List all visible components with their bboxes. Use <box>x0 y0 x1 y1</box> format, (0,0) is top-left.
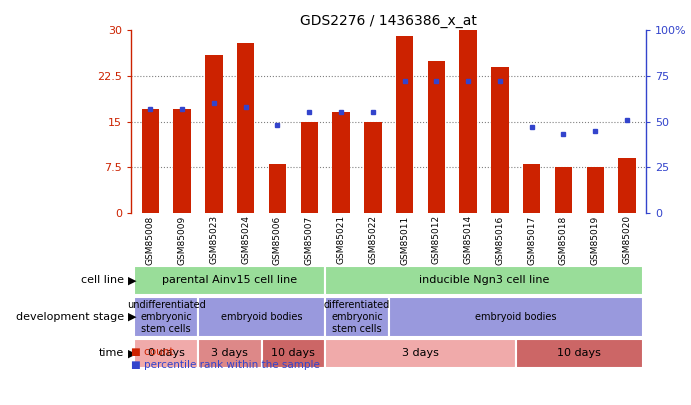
Text: 10 days: 10 days <box>272 348 315 358</box>
Text: GSM85007: GSM85007 <box>305 215 314 264</box>
Bar <box>618 158 636 213</box>
Bar <box>269 164 286 213</box>
Text: GSM85023: GSM85023 <box>209 215 218 264</box>
Text: GSM85017: GSM85017 <box>527 215 536 264</box>
Bar <box>135 266 325 295</box>
Text: 3 days: 3 days <box>211 348 248 358</box>
Text: GSM85022: GSM85022 <box>368 215 377 264</box>
Text: 10 days: 10 days <box>558 348 601 358</box>
Bar <box>523 164 540 213</box>
Bar <box>388 296 643 337</box>
Text: GSM85019: GSM85019 <box>591 215 600 264</box>
Text: ■ count: ■ count <box>131 347 174 357</box>
Bar <box>262 339 325 368</box>
Text: GSM85008: GSM85008 <box>146 215 155 264</box>
Bar <box>325 296 388 337</box>
Text: GSM85006: GSM85006 <box>273 215 282 264</box>
Text: 3 days: 3 days <box>402 348 439 358</box>
Text: GSM85018: GSM85018 <box>559 215 568 264</box>
Bar <box>428 61 445 213</box>
Bar <box>325 266 643 295</box>
Text: ▶: ▶ <box>128 348 136 358</box>
Text: parental Ainv15 cell line: parental Ainv15 cell line <box>162 275 297 286</box>
Bar <box>364 122 381 213</box>
Text: GSM85020: GSM85020 <box>623 215 632 264</box>
Bar <box>491 67 509 213</box>
Text: embryoid bodies: embryoid bodies <box>475 312 556 322</box>
Text: ▶: ▶ <box>128 275 136 286</box>
Bar <box>237 43 254 213</box>
Title: GDS2276 / 1436386_x_at: GDS2276 / 1436386_x_at <box>301 14 477 28</box>
Text: inducible Ngn3 cell line: inducible Ngn3 cell line <box>419 275 549 286</box>
Text: GSM85014: GSM85014 <box>464 215 473 264</box>
Bar <box>173 109 191 213</box>
Text: GSM85009: GSM85009 <box>178 215 187 264</box>
Text: differentiated
embryonic
stem cells: differentiated embryonic stem cells <box>324 301 390 333</box>
Bar <box>135 296 198 337</box>
Text: 0 days: 0 days <box>148 348 184 358</box>
Text: ■ percentile rank within the sample: ■ percentile rank within the sample <box>131 360 320 369</box>
Bar <box>142 109 159 213</box>
Bar <box>325 339 515 368</box>
Text: GSM85011: GSM85011 <box>400 215 409 264</box>
Text: development stage: development stage <box>17 312 124 322</box>
Bar <box>332 112 350 213</box>
Text: GSM85012: GSM85012 <box>432 215 441 264</box>
Bar <box>205 55 223 213</box>
Text: cell line: cell line <box>82 275 124 286</box>
Bar <box>515 339 643 368</box>
Bar <box>587 167 604 213</box>
Text: embryoid bodies: embryoid bodies <box>221 312 303 322</box>
Text: undifferentiated
embryonic
stem cells: undifferentiated embryonic stem cells <box>127 301 206 333</box>
Bar <box>396 36 413 213</box>
Bar <box>198 339 262 368</box>
Bar <box>460 30 477 213</box>
Bar <box>198 296 325 337</box>
Text: GSM85024: GSM85024 <box>241 215 250 264</box>
Bar <box>301 122 318 213</box>
Text: ▶: ▶ <box>128 312 136 322</box>
Text: GSM85021: GSM85021 <box>337 215 346 264</box>
Text: time: time <box>99 348 124 358</box>
Bar <box>135 339 198 368</box>
Text: GSM85016: GSM85016 <box>495 215 504 264</box>
Bar <box>555 167 572 213</box>
